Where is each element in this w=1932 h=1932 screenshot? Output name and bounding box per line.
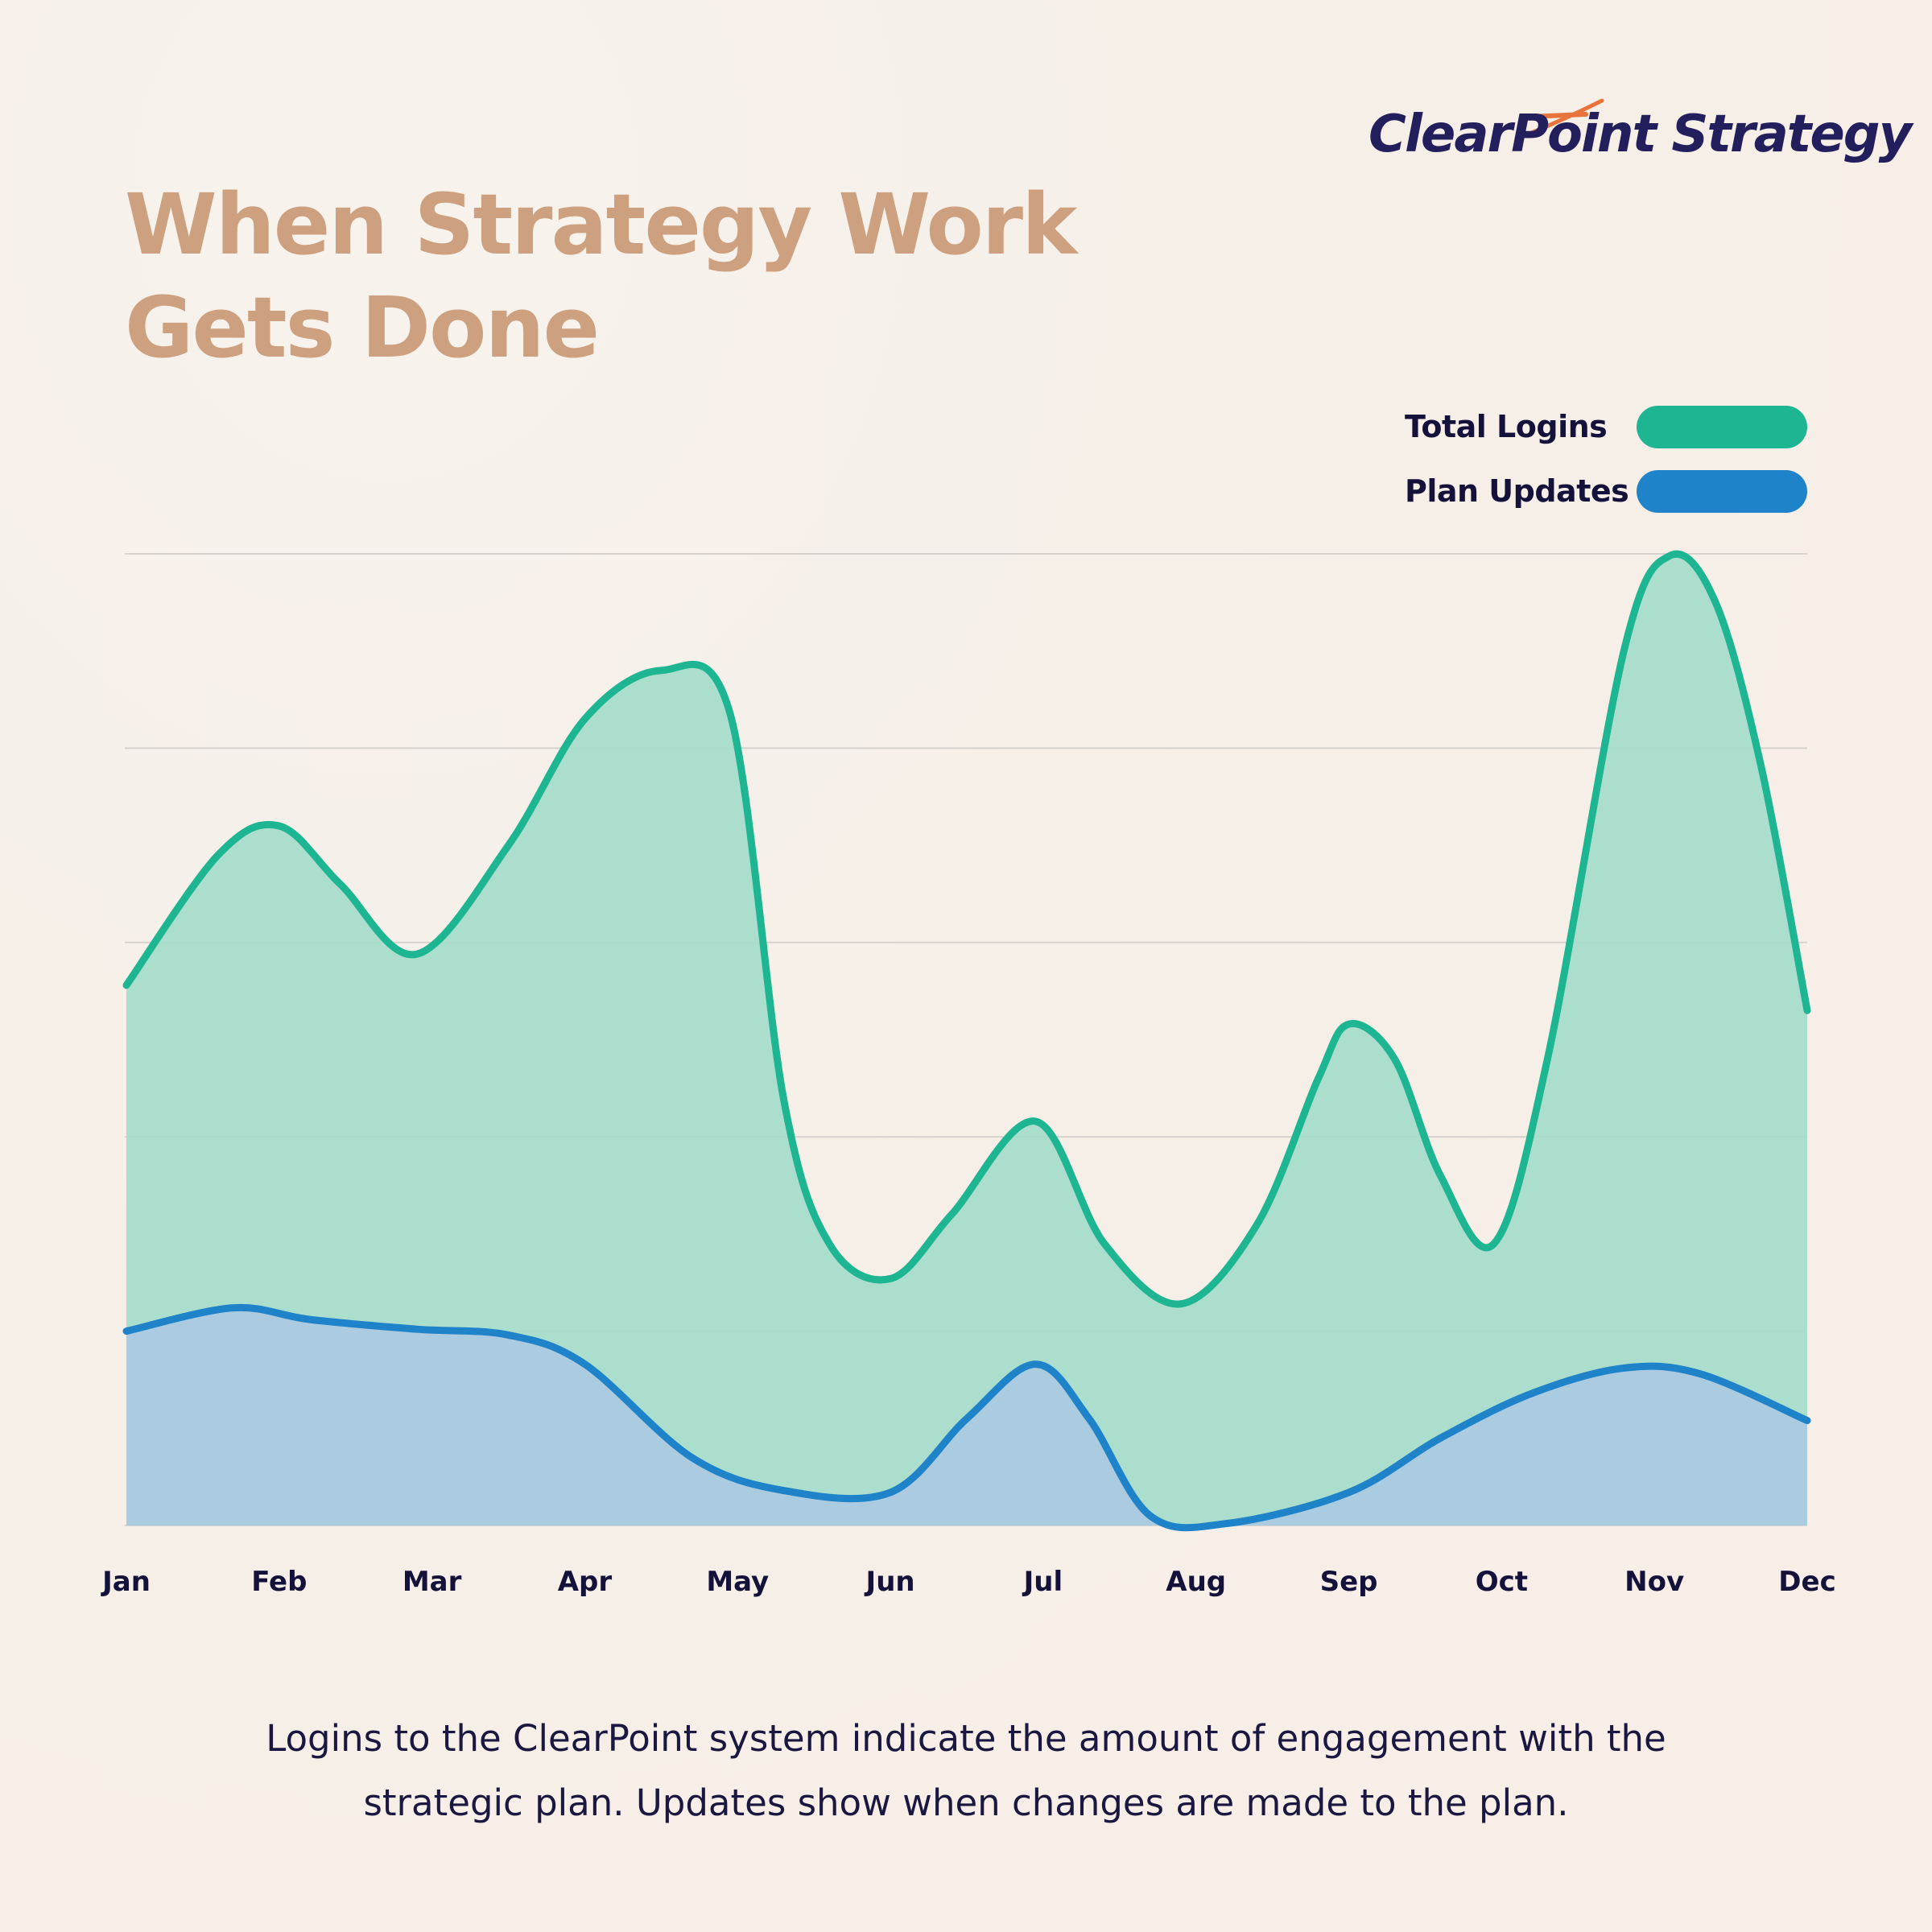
x-axis-label-feb: Feb	[251, 1566, 308, 1598]
legend-item-total-logins: Total Logins	[1405, 394, 1807, 459]
x-axis-label-oct: Oct	[1475, 1566, 1529, 1598]
legend-label: Total Logins	[1405, 409, 1608, 444]
x-axis-label-jul: Jul	[1023, 1566, 1063, 1598]
line-total-logins	[122, 550, 1811, 1308]
x-axis-label-may: May	[706, 1566, 770, 1598]
caption-line-1: Logins to the ClearPoint system indicate…	[266, 1717, 1666, 1760]
legend-item-plan-updates: Plan Updates	[1405, 459, 1807, 523]
logo-arrow-icon	[1519, 98, 1604, 139]
chart-title: When Strategy Work Gets Done	[125, 173, 1077, 379]
title-line-1: When Strategy Work	[125, 175, 1077, 274]
x-axis-label-dec: Dec	[1778, 1566, 1836, 1598]
area-total-logins	[126, 554, 1807, 1525]
legend-swatch-total-logins	[1637, 405, 1807, 448]
brand-logo: ClearPoint Strategy	[1368, 97, 1912, 185]
x-axis-label-aug: Aug	[1166, 1566, 1227, 1598]
chart-caption: Logins to the ClearPoint system indicate…	[161, 1707, 1771, 1835]
x-axis-label-mar: Mar	[402, 1566, 462, 1598]
legend: Total Logins Plan Updates	[1405, 394, 1807, 523]
series-lines	[122, 550, 1811, 1532]
x-axis-label-jan: Jan	[102, 1566, 151, 1598]
x-axis-labels: Jan Feb Mar Apr May Jun Jul Aug Sep Oct Nov Dec	[0, 1566, 1932, 1614]
caption-line-2: strategic plan. Updates show when change…	[363, 1781, 1569, 1824]
x-axis-label-nov: Nov	[1624, 1566, 1685, 1598]
line-plan-updates	[122, 1303, 1811, 1532]
title-line-2: Gets Done	[125, 279, 600, 377]
legend-swatch-plan-updates	[1637, 469, 1807, 513]
logo-text: ClearPoint Strategy	[1368, 105, 1912, 164]
x-axis-label-sep: Sep	[1319, 1566, 1378, 1598]
legend-label: Plan Updates	[1405, 473, 1629, 509]
x-axis-label-apr: Apr	[557, 1566, 613, 1598]
x-axis-label-jun: Jun	[865, 1566, 915, 1598]
